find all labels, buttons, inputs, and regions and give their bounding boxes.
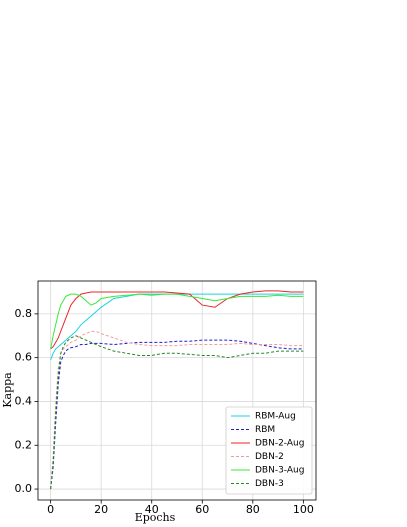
x-tick-label: 80 <box>246 503 260 516</box>
series-line <box>50 330 304 490</box>
series-line <box>50 290 304 350</box>
series-line <box>50 293 304 361</box>
x-axis-label: Epochs <box>135 511 176 524</box>
legend-label: DBN-2 <box>255 452 284 462</box>
legend-label: DBN-3 <box>255 479 284 489</box>
x-tick-label: 60 <box>195 503 209 516</box>
plot-frame <box>37 280 317 501</box>
series-line <box>50 339 304 490</box>
series-line <box>50 335 304 490</box>
x-tick-label: 100 <box>293 503 314 516</box>
series-line <box>50 293 304 349</box>
legend-box <box>225 406 313 495</box>
y-tick-label: 0.0 <box>15 482 33 495</box>
legend: RBM-Aug RBM DBN-2-Aug DBN-2 DBN-3-Aug DBN-3 <box>225 406 313 495</box>
legend-label: DBN-3-Aug <box>255 466 304 476</box>
y-axis-label: Kappa <box>1 372 14 408</box>
legend-label: DBN-2-Aug <box>255 439 304 449</box>
x-tick-label: 20 <box>94 503 108 516</box>
y-tick-label: 0.2 <box>15 438 33 451</box>
x-tick-label: 0 <box>47 503 54 516</box>
y-tick-label: 0.8 <box>15 307 33 320</box>
x-tick-label: 40 <box>145 503 159 516</box>
y-tick-label: 0.4 <box>15 394 33 407</box>
y-tick-label: 0.6 <box>15 351 33 364</box>
legend-label: RBM <box>255 425 275 435</box>
legend-label: RBM-Aug <box>255 412 296 422</box>
